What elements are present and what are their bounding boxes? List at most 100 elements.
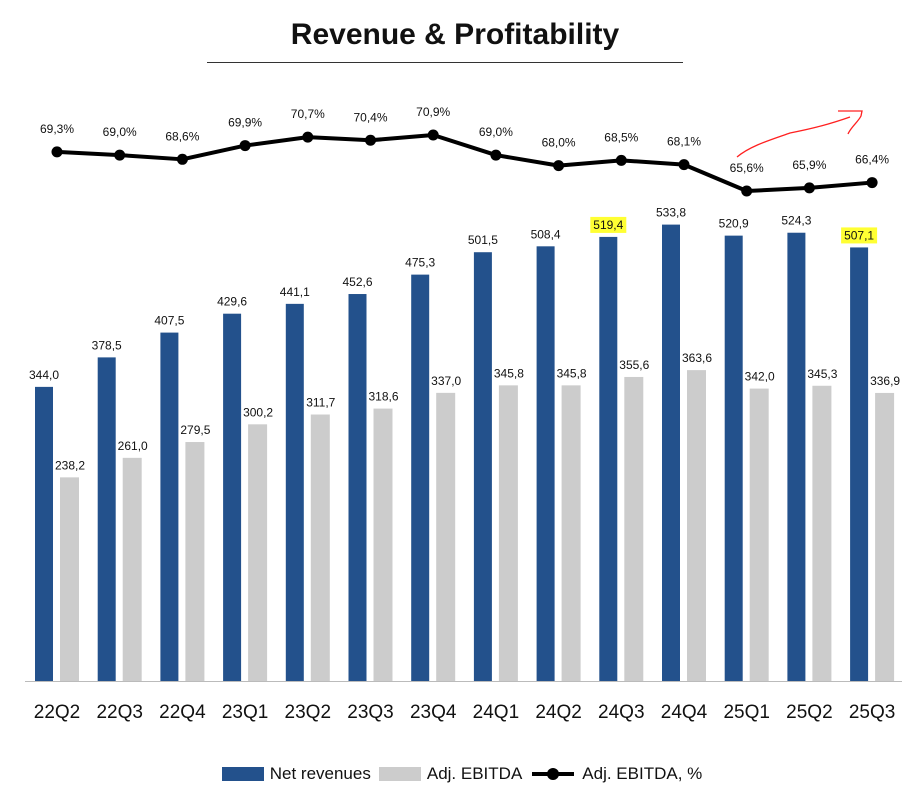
data-label-adj-ebitda: 261,0 [118, 439, 148, 453]
bar-adj-ebitda [749, 388, 769, 681]
x-tick-label: 24Q3 [598, 702, 644, 723]
point-adj-ebitda-margin [427, 129, 439, 141]
data-label-net-revenues: 378,5 [92, 338, 122, 352]
x-tick-label: 25Q2 [786, 702, 832, 723]
x-tick-label: 24Q4 [661, 702, 708, 723]
bar-net-revenues [724, 235, 743, 681]
bar-adj-ebitda [373, 408, 393, 681]
bar-adj-ebitda [248, 424, 268, 681]
data-label-adj-ebitda: 318,6 [368, 390, 398, 404]
bar-net-revenues [536, 246, 555, 681]
data-label-net-revenues: 501,5 [468, 233, 498, 247]
data-label-ebitda-margin: 68,0% [542, 136, 576, 150]
point-adj-ebitda-margin [803, 182, 815, 194]
data-label-adj-ebitda: 345,8 [557, 366, 587, 380]
bar-net-revenues [97, 357, 116, 681]
data-label-net-revenues: 520,9 [719, 217, 749, 231]
bar-adj-ebitda [122, 457, 142, 681]
x-tick-label: 23Q3 [347, 702, 393, 723]
point-adj-ebitda-margin [490, 149, 502, 161]
line-adj-ebitda-margin [56, 133, 873, 194]
legend-swatch-line [532, 768, 575, 780]
data-label-net-revenues: 344,0 [29, 368, 59, 382]
data-label-ebitda-margin: 65,9% [792, 158, 826, 172]
point-adj-ebitda-margin [176, 153, 188, 165]
data-label-ebitda-margin: 70,4% [353, 110, 387, 124]
data-label-net-revenues: 533,8 [656, 206, 686, 220]
data-label-net-revenues: 508,4 [531, 227, 561, 241]
bar-adj-ebitda [60, 477, 79, 681]
data-label-adj-ebitda: 300,2 [243, 405, 273, 419]
data-label-ebitda-margin: 68,6% [165, 129, 199, 143]
x-tick-label: 24Q1 [473, 702, 519, 723]
legend-label: Adj. EBITDA [426, 764, 523, 783]
bar-adj-ebitda [812, 385, 832, 681]
data-label-ebitda-margin: 69,3% [40, 122, 74, 136]
point-adj-ebitda-margin [365, 134, 376, 146]
data-label-ebitda-margin: 69,0% [479, 125, 513, 139]
data-label-adj-ebitda: 279,5 [180, 423, 210, 437]
data-label-adj-ebitda: 355,6 [619, 358, 649, 372]
x-tick-label: 23Q1 [222, 702, 268, 723]
data-label-ebitda-margin: 68,5% [604, 130, 638, 144]
bar-net-revenues [662, 224, 680, 681]
bar-adj-ebitda [687, 370, 706, 681]
data-label-adj-ebitda: 337,0 [431, 374, 461, 388]
bar-net-revenues [473, 252, 492, 681]
data-label-adj-ebitda: 311,7 [306, 395, 335, 409]
data-label-adj-ebitda: 342,0 [745, 370, 775, 384]
data-label-net-revenues: 441,1 [280, 285, 310, 299]
point-adj-ebitda-margin [239, 140, 251, 152]
legend-label: Net revenues [269, 764, 371, 783]
data-label-ebitda-margin: 69,0% [103, 125, 137, 139]
bar-net-revenues [35, 386, 53, 681]
data-label-net-revenues: 507,1 [844, 228, 874, 242]
legend: Net revenues Adj. EBITDA Adj. EBITDA, % [0, 764, 924, 784]
bar-adj-ebitda [310, 414, 330, 681]
point-adj-ebitda-margin [741, 185, 753, 197]
bar-net-revenues [348, 294, 367, 681]
bar-net-revenues [787, 232, 806, 681]
bar-adj-ebitda [436, 392, 456, 681]
data-label-adj-ebitda: 345,3 [807, 367, 837, 381]
point-adj-ebitda-margin [678, 159, 690, 171]
data-label-ebitda-margin: 70,7% [291, 107, 325, 121]
legend-swatch-adj-ebitda [378, 767, 421, 781]
data-label-net-revenues: 519,4 [593, 218, 623, 232]
x-tick-label: 22Q4 [159, 702, 206, 723]
bar-adj-ebitda [498, 385, 518, 681]
annotation-arrow [736, 110, 863, 158]
bar-adj-ebitda [875, 392, 895, 681]
data-label-net-revenues: 475,3 [405, 256, 435, 270]
legend-label: Adj. EBITDA, % [582, 764, 703, 783]
x-tick-label: 23Q2 [285, 702, 331, 723]
point-adj-ebitda-margin [866, 177, 878, 189]
legend-item-adj-ebitda: Adj. EBITDA [378, 764, 523, 784]
data-label-ebitda-margin: 66,4% [855, 153, 889, 167]
x-tick-label: 24Q2 [535, 702, 581, 723]
bar-net-revenues [285, 303, 304, 681]
bar-net-revenues [411, 274, 430, 681]
bar-net-revenues [160, 332, 179, 681]
x-tick-label: 23Q4 [410, 702, 457, 723]
bar-adj-ebitda [624, 376, 644, 681]
data-label-ebitda-margin: 65,6% [730, 161, 764, 175]
legend-item-adj-ebitda-pct: Adj. EBITDA, % [530, 764, 702, 784]
label-highlight [841, 227, 878, 244]
data-label-adj-ebitda: 363,6 [682, 351, 712, 365]
label-highlight [590, 216, 627, 233]
data-label-ebitda-margin: 69,9% [228, 116, 262, 130]
point-adj-ebitda-margin [302, 131, 314, 143]
legend-swatch-net-revenues [221, 767, 264, 781]
bar-adj-ebitda [185, 442, 205, 681]
title-underline [207, 62, 683, 63]
data-label-net-revenues: 407,5 [154, 314, 184, 328]
bar-net-revenues [850, 247, 869, 681]
x-tick-label: 25Q3 [849, 702, 895, 723]
data-label-net-revenues: 524,3 [781, 214, 811, 228]
point-adj-ebitda-margin [114, 149, 126, 161]
x-tick-label: 25Q1 [723, 702, 769, 723]
bar-net-revenues [599, 236, 618, 681]
x-tick-label: 22Q2 [34, 702, 80, 723]
